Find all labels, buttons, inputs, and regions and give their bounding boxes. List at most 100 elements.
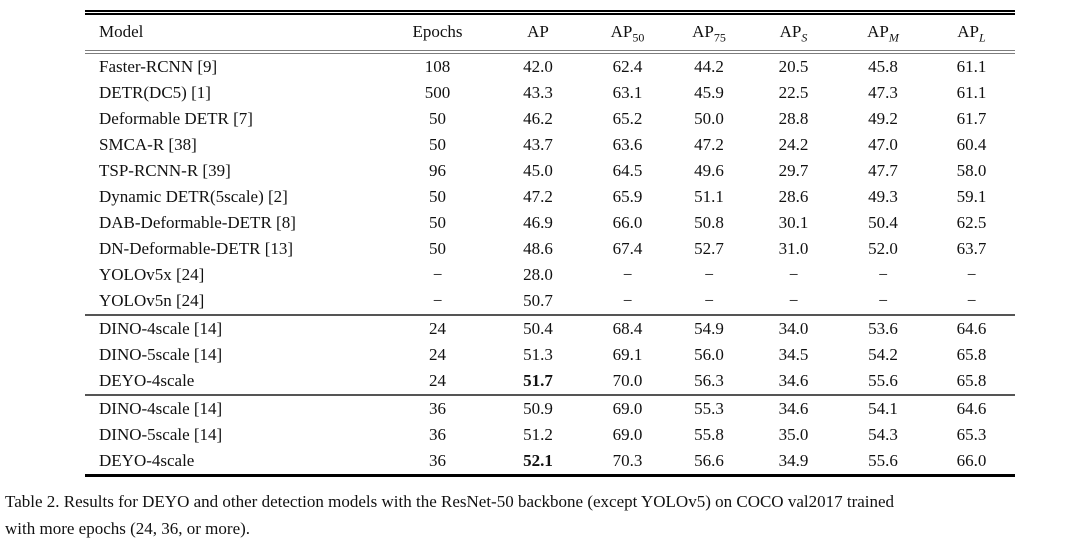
value-cell: 34.0 bbox=[749, 314, 838, 342]
value-cell: 62.5 bbox=[956, 213, 987, 232]
table-row: YOLOv5x [24] − 28.0 − − − − − bbox=[85, 262, 1015, 288]
value-cell: − bbox=[878, 265, 888, 284]
column-header-label: AP bbox=[957, 21, 980, 41]
table-caption: Table 2. Results for DEYO and other dete… bbox=[5, 488, 1077, 542]
column-header-label: AP bbox=[867, 21, 889, 41]
value-cell: 50 bbox=[429, 109, 446, 128]
value-cell: 28.8 bbox=[778, 109, 809, 128]
value-cell: 70.0 bbox=[612, 371, 643, 390]
value-cell: 64.6 bbox=[928, 394, 1015, 422]
value-cell: 50.8 bbox=[694, 213, 724, 232]
value-cell: 47.2 bbox=[694, 135, 724, 154]
column-header-subscript: 50 bbox=[632, 29, 645, 44]
value-cell: 51.3 bbox=[523, 345, 553, 364]
value-cell: 47.3 bbox=[868, 83, 898, 102]
value-cell: − bbox=[878, 291, 888, 310]
model-cell: YOLOv5n [24] bbox=[99, 291, 205, 310]
value-cell: 69.1 bbox=[612, 345, 643, 364]
value-cell: 61.1 bbox=[956, 57, 987, 76]
value-cell: 53.6 bbox=[838, 314, 928, 342]
value-cell: 65.3 bbox=[956, 425, 987, 444]
value-cell: 43.7 bbox=[523, 135, 553, 154]
column-header-label: Epochs bbox=[412, 21, 463, 41]
value-cell: 64.6 bbox=[928, 314, 1015, 342]
value-cell: 20.5 bbox=[778, 57, 809, 76]
value-cell: 63.1 bbox=[612, 83, 643, 102]
value-cell: 45.9 bbox=[694, 83, 724, 102]
value-cell: 56.0 bbox=[694, 345, 724, 364]
value-cell: 61.1 bbox=[956, 83, 987, 102]
value-cell: 69.0 bbox=[612, 425, 643, 444]
value-cell: − bbox=[432, 291, 443, 310]
table-header: Model Epochs AP AP50 AP75 APS APM APL bbox=[85, 12, 1015, 54]
value-cell: 50.0 bbox=[694, 109, 724, 128]
value-cell: 34.6 bbox=[749, 394, 838, 422]
value-cell: 56.6 bbox=[694, 451, 724, 470]
table-group-2: DINO-4scale [14] 24 50.4 68.4 54.9 34.0 53.6 64… bbox=[85, 314, 1015, 395]
value-cell: − bbox=[788, 265, 799, 284]
value-cell: 36 bbox=[385, 394, 490, 422]
value-cell: 52.7 bbox=[694, 239, 724, 258]
value-cell: 50.7 bbox=[523, 291, 553, 310]
model-cell: YOLOv5x [24] bbox=[99, 265, 205, 284]
table-row: DETR(DC5) [1] 500 43.3 63.1 45.9 22.5 47.3 61.1 bbox=[85, 80, 1015, 106]
value-cell: 51.7 bbox=[523, 371, 553, 390]
value-cell: − bbox=[966, 291, 977, 310]
column-header-label: AP bbox=[779, 21, 802, 41]
table-row: YOLOv5n [24] − 50.7 − − − − − bbox=[85, 288, 1015, 315]
value-cell: − bbox=[704, 265, 714, 284]
value-cell: 54.1 bbox=[838, 394, 928, 422]
value-cell: 29.7 bbox=[778, 161, 809, 180]
value-cell: 61.7 bbox=[956, 109, 987, 128]
value-cell: 55.6 bbox=[868, 451, 898, 470]
table-row: Dynamic DETR(5scale) [2] 50 47.2 65.9 51.1 28… bbox=[85, 184, 1015, 210]
value-cell: 31.0 bbox=[778, 239, 809, 258]
value-cell: 60.4 bbox=[956, 135, 987, 154]
value-cell: 50.4 bbox=[868, 213, 898, 232]
value-cell: 54.9 bbox=[669, 314, 749, 342]
value-cell: 96 bbox=[429, 161, 446, 180]
column-header-ap: AP bbox=[490, 12, 586, 54]
value-cell: 65.8 bbox=[956, 371, 987, 390]
value-cell: 63.7 bbox=[956, 239, 987, 258]
value-cell: 68.4 bbox=[586, 314, 669, 342]
value-cell: 52.1 bbox=[523, 451, 553, 470]
results-table-container: Model Epochs AP AP50 AP75 APS APM APL Faster-RC… bbox=[85, 10, 1015, 477]
table-row: DINO-4scale [14] 36 50.9 69.0 55.3 34.6 54.1 64… bbox=[85, 394, 1015, 422]
value-cell: 30.1 bbox=[778, 213, 809, 232]
model-cell: SMCA-R [38] bbox=[99, 135, 197, 154]
column-header-subscript: M bbox=[888, 29, 899, 44]
value-cell: 43.3 bbox=[523, 83, 553, 102]
model-cell: Dynamic DETR(5scale) [2] bbox=[99, 187, 288, 206]
results-table: Model Epochs AP AP50 AP75 APS APM APL Faster-RC… bbox=[85, 10, 1015, 477]
table-row: Faster-RCNN [9] 108 42.0 62.4 44.2 20.5 45.8 61… bbox=[85, 52, 1015, 80]
table-row: DEYO-4scale 36 52.1 70.3 56.6 34.9 55.6 66.0 bbox=[85, 448, 1015, 476]
model-cell: DEYO-4scale bbox=[99, 371, 195, 390]
value-cell: 24 bbox=[429, 345, 446, 364]
value-cell: 22.5 bbox=[778, 83, 809, 102]
table-row: SMCA-R [38] 50 43.7 63.6 47.2 24.2 47.0 60.4 bbox=[85, 132, 1015, 158]
table-row: DEYO-4scale 24 51.7 70.0 56.3 34.6 55.6 65.8 bbox=[85, 368, 1015, 395]
model-cell: DINO-4scale [14] bbox=[85, 314, 385, 342]
value-cell: 48.6 bbox=[523, 239, 553, 258]
value-cell: 55.6 bbox=[868, 371, 898, 390]
value-cell: 52.0 bbox=[868, 239, 898, 258]
table-row: DINO-5scale [14] 36 51.2 69.0 55.8 35.0 54.3 65… bbox=[85, 422, 1015, 448]
value-cell: 47.2 bbox=[523, 187, 553, 206]
column-header-apl: APL bbox=[928, 12, 1015, 54]
column-header-subscript: 75 bbox=[713, 29, 726, 44]
model-cell: Faster-RCNN [9] bbox=[99, 57, 218, 76]
value-cell: 65.2 bbox=[612, 109, 643, 128]
value-cell: 67.4 bbox=[612, 239, 643, 258]
value-cell: 62.4 bbox=[612, 57, 643, 76]
value-cell: 47.7 bbox=[868, 161, 898, 180]
value-cell: − bbox=[704, 291, 714, 310]
value-cell: − bbox=[966, 265, 977, 284]
value-cell: 65.8 bbox=[956, 345, 987, 364]
column-header-aps: APS bbox=[749, 12, 838, 54]
value-cell: 49.2 bbox=[868, 109, 898, 128]
value-cell: − bbox=[622, 291, 633, 310]
value-cell: 44.2 bbox=[694, 57, 724, 76]
column-header-apm: APM bbox=[838, 12, 928, 54]
table-row: TSP-RCNN-R [39] 96 45.0 64.5 49.6 29.7 47.7 58.… bbox=[85, 158, 1015, 184]
